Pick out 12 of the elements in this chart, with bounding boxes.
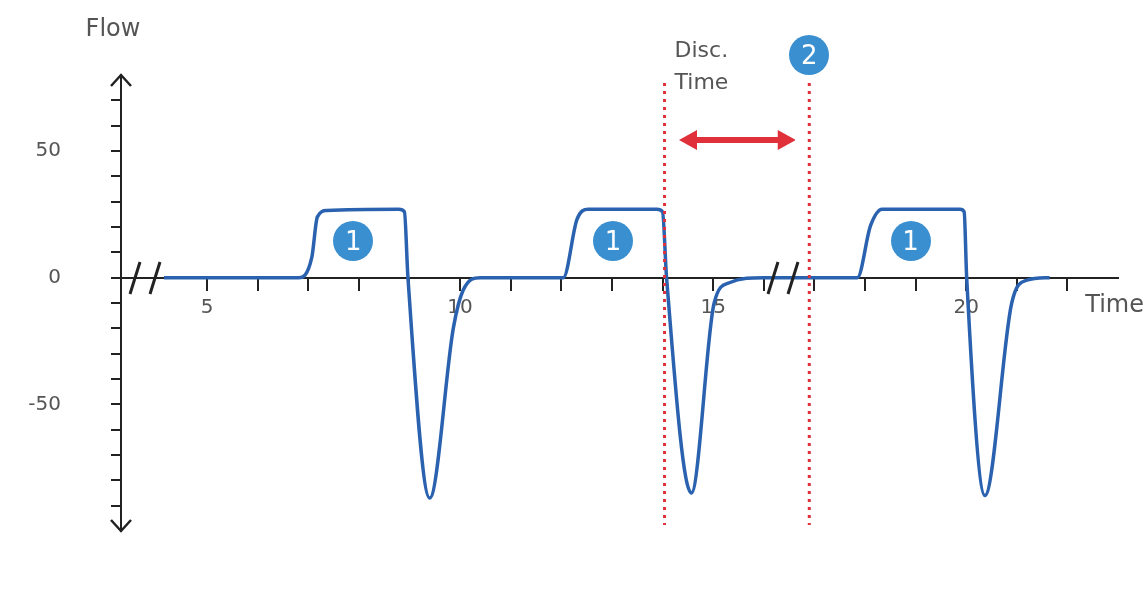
- y-tick-label: 50: [35, 137, 61, 162]
- ref-line-label: Disc. Time: [673, 36, 729, 94]
- x-axis-title: Time: [1084, 289, 1144, 318]
- line-series: [162, 207, 1052, 500]
- x-tick-label: 5: [200, 293, 214, 318]
- y-tick-label: -50: [28, 390, 61, 415]
- circle-badge: 1: [890, 220, 931, 261]
- circle-badge: 2: [789, 35, 830, 75]
- circle-badge: 1: [333, 220, 374, 261]
- y-axis-title: Flow: [85, 14, 141, 43]
- y-tick-label: 0: [48, 263, 61, 288]
- circle-badge: 1: [592, 220, 633, 261]
